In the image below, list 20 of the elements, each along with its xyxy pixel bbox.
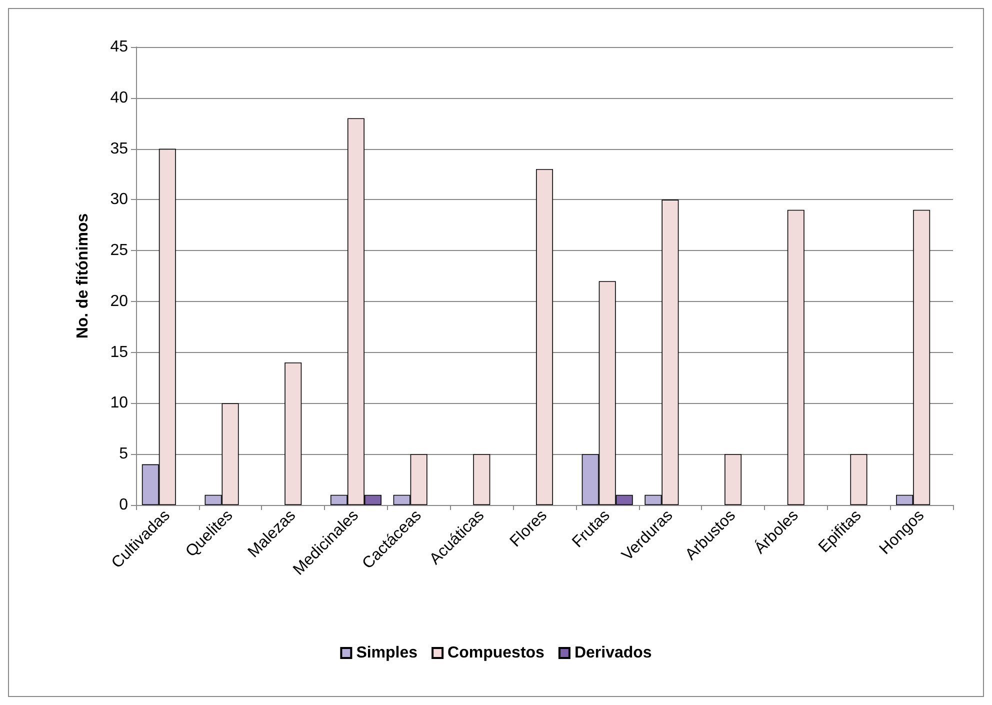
bar <box>787 210 804 505</box>
legend-label: Derivados <box>574 644 652 662</box>
bar <box>724 454 742 505</box>
y-tick-label: 45 <box>110 38 128 56</box>
bar <box>536 169 553 505</box>
y-tick-label: 35 <box>110 140 128 158</box>
y-tick-label: 0 <box>119 496 128 514</box>
bar <box>850 454 868 505</box>
legend-label: Simples <box>356 644 418 662</box>
y-tick-label: 20 <box>110 292 128 310</box>
y-tick-label: 5 <box>119 446 128 463</box>
y-tick-label: 40 <box>110 89 128 106</box>
legend-label: Compuestos <box>448 644 545 662</box>
y-tick-label: 30 <box>110 191 128 208</box>
y-tick-label: 25 <box>110 242 128 260</box>
y-tick-label: 10 <box>110 394 128 412</box>
bar <box>284 362 302 505</box>
bar <box>473 454 490 505</box>
y-tick-label: 15 <box>110 344 128 361</box>
y-axis-title: No. de fitónimos <box>74 213 92 339</box>
